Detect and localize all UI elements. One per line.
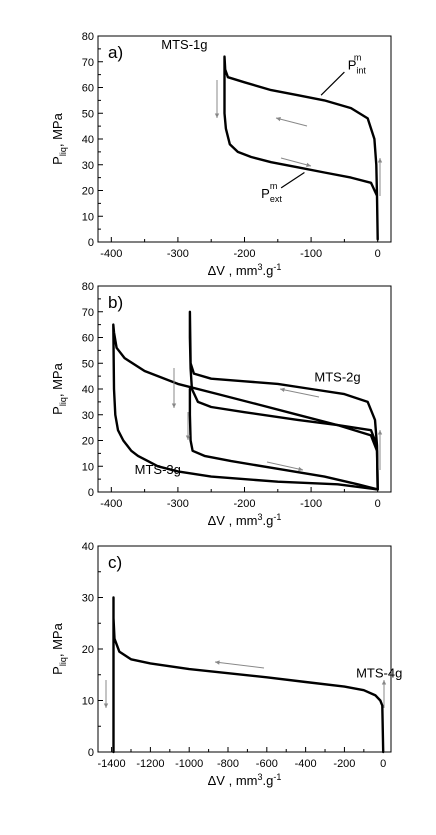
series-line-mts-4g bbox=[112, 596, 385, 754]
direction-arrowhead bbox=[381, 680, 387, 685]
y-tick-label: 10 bbox=[82, 696, 94, 708]
x-tick-label: -1400 bbox=[98, 758, 126, 770]
y-tick-label: 30 bbox=[82, 160, 94, 172]
y-tick-label: 30 bbox=[82, 410, 94, 422]
x-tick-label: -100 bbox=[300, 248, 322, 260]
x-tick-label: -100 bbox=[300, 498, 322, 510]
y-tick-label: 80 bbox=[82, 31, 94, 43]
y-tick-label: 50 bbox=[82, 108, 94, 120]
y-tick-label: 40 bbox=[82, 541, 94, 553]
y-tick-label: 70 bbox=[82, 307, 94, 319]
x-tick-label: -200 bbox=[233, 248, 255, 260]
y-tick-label: 0 bbox=[88, 747, 94, 759]
x-tick-label: -400 bbox=[295, 758, 317, 770]
x-tick-label: -200 bbox=[233, 498, 255, 510]
x-tick-label: 0 bbox=[375, 498, 381, 510]
x-tick-label: -300 bbox=[167, 498, 189, 510]
panel-label: b) bbox=[108, 293, 123, 312]
annotation-label: MTS-1g bbox=[161, 37, 207, 52]
direction-arrowhead bbox=[377, 430, 383, 435]
x-axis-label: ΔV , mm3.g-1 bbox=[208, 512, 282, 528]
y-tick-label: 30 bbox=[82, 593, 94, 605]
y-tick-label: 60 bbox=[82, 83, 94, 95]
annotation-leader bbox=[320, 71, 345, 96]
panel-c: 0 10 20 30 40 -1400 -1200 -1000 -800 -600 -400 -200… bbox=[50, 541, 402, 788]
y-axis-label: Pliq, MPa bbox=[50, 622, 68, 674]
panel-b: 0 10 20 30 40 50 60 70 80 -400 -300 -200 -100 0 b) ΔV ,… bbox=[50, 281, 392, 528]
x-tick-label: -400 bbox=[100, 248, 122, 260]
x-tick-label: -1000 bbox=[175, 758, 203, 770]
x-tick-label: -1200 bbox=[136, 758, 164, 770]
panel-label: c) bbox=[108, 553, 122, 572]
direction-arrowhead bbox=[377, 158, 383, 163]
x-tick-label: 0 bbox=[380, 758, 386, 770]
y-tick-label: 0 bbox=[88, 237, 94, 249]
plot-frame bbox=[97, 545, 392, 753]
x-tick-label: -800 bbox=[217, 758, 239, 770]
y-tick-label: 80 bbox=[82, 281, 94, 293]
direction-arrowhead bbox=[280, 387, 285, 393]
direction-arrowhead bbox=[171, 403, 177, 408]
x-tick-label: -400 bbox=[100, 498, 122, 510]
direction-arrow bbox=[275, 117, 308, 127]
x-tick-label: 0 bbox=[375, 248, 381, 260]
x-tick-label: -200 bbox=[333, 758, 355, 770]
y-tick-label: 70 bbox=[82, 57, 94, 69]
direction-arrowhead bbox=[214, 113, 220, 118]
direction-arrow bbox=[266, 461, 304, 471]
panel-label: a) bbox=[108, 43, 123, 62]
y-tick-label: 20 bbox=[82, 644, 94, 656]
direction-arrowhead bbox=[185, 435, 191, 440]
direction-arrowhead bbox=[103, 703, 109, 708]
annotation-leader bbox=[280, 171, 305, 189]
y-tick-label: 0 bbox=[88, 487, 94, 499]
y-tick-label: 20 bbox=[82, 436, 94, 448]
direction-arrowhead bbox=[276, 117, 281, 122]
panel-a: 0 10 20 30 40 50 60 70 80 -400 -300 -200 -100 0 a) ΔV ,… bbox=[50, 31, 392, 278]
x-axis-label: ΔV , mm3.g-1 bbox=[208, 772, 282, 788]
annotation-label: MTS-4g bbox=[356, 665, 402, 680]
direction-arrow bbox=[214, 661, 265, 669]
annotation-label: Pextm bbox=[261, 181, 282, 204]
series-line-mts-2g-low bbox=[188, 387, 379, 491]
y-tick-label: 40 bbox=[82, 134, 94, 146]
x-axis-label: ΔV , mm3.g-1 bbox=[208, 262, 282, 278]
series-line-mts-3g bbox=[112, 323, 379, 491]
x-tick-label: -600 bbox=[256, 758, 278, 770]
y-axis-label: Pliq, MPa bbox=[50, 112, 68, 164]
series-line-mts-2g bbox=[188, 310, 379, 491]
direction-arrowhead bbox=[298, 466, 303, 472]
y-tick-label: 60 bbox=[82, 333, 94, 345]
series-line-mts-1g bbox=[223, 55, 379, 241]
y-tick-label: 50 bbox=[82, 358, 94, 370]
y-tick-label: 20 bbox=[82, 186, 94, 198]
direction-arrowhead bbox=[306, 162, 311, 167]
direction-arrow bbox=[280, 157, 312, 167]
y-tick-label: 10 bbox=[82, 211, 94, 223]
y-axis-label: Pliq, MPa bbox=[50, 362, 68, 414]
annotation-label: MTS-2g bbox=[314, 369, 360, 384]
direction-arrow bbox=[279, 388, 320, 398]
annotation-label: Pintm bbox=[348, 52, 367, 75]
annotation-label: MTS-3g bbox=[135, 462, 181, 477]
y-tick-label: 40 bbox=[82, 384, 94, 396]
y-tick-label: 10 bbox=[82, 461, 94, 473]
direction-arrowhead bbox=[215, 660, 220, 665]
x-tick-label: -300 bbox=[167, 248, 189, 260]
